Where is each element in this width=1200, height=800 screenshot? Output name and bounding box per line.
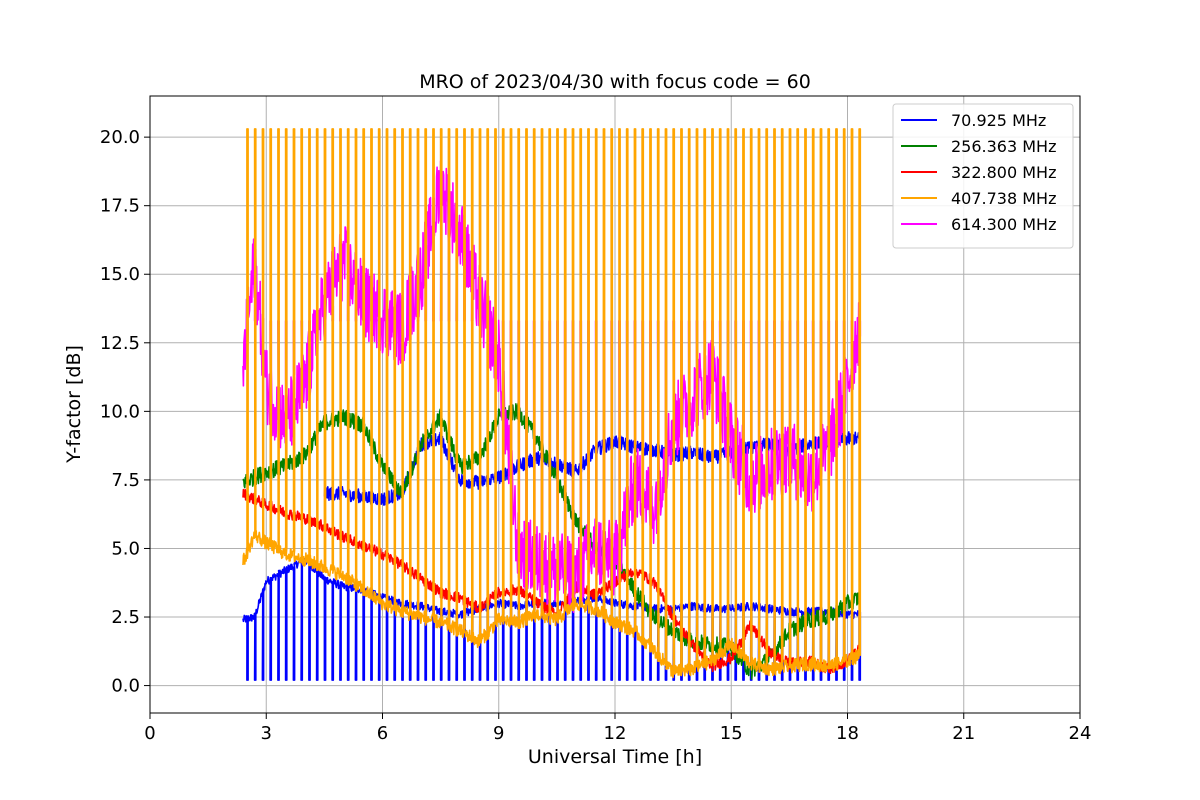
x-tick-label: 3 <box>261 723 272 744</box>
legend: 70.925 MHz 256.363 MHz 322.800 MHz 407.738 … <box>892 103 1074 249</box>
x-tick-label: 9 <box>493 723 504 744</box>
plot-area <box>242 128 862 681</box>
y-tick-label: 12.5 <box>100 333 140 354</box>
legend-label: 322.800 MHz <box>951 163 1056 182</box>
chart-title: MRO of 2023/04/30 with focus code = 60 <box>419 71 811 93</box>
y-tick-label: 0.0 <box>111 676 140 697</box>
y-tick-label: 7.5 <box>111 470 140 491</box>
y-tick-label: 15.0 <box>100 264 140 285</box>
legend-label: 614.300 MHz <box>951 215 1056 234</box>
legend-label: 70.925 MHz <box>951 111 1046 130</box>
y-tick-label: 20.0 <box>100 127 140 148</box>
y-tick-label: 5.0 <box>111 538 140 559</box>
x-axis-ticks: 0 3 6 9 12 15 18 21 24 <box>144 713 1091 744</box>
y-axis-label: Y-factor [dB] <box>63 345 85 464</box>
legend-label: 407.738 MHz <box>951 189 1056 208</box>
x-tick-label: 18 <box>836 723 859 744</box>
x-tick-label: 21 <box>952 723 975 744</box>
y-tick-label: 17.5 <box>100 196 140 217</box>
x-tick-label: 12 <box>604 723 627 744</box>
x-tick-label: 24 <box>1069 723 1092 744</box>
x-tick-label: 6 <box>377 723 388 744</box>
y-tick-label: 2.5 <box>111 607 140 628</box>
x-tick-label: 15 <box>720 723 743 744</box>
y-axis-ticks: 0.0 2.5 5.0 7.5 10.0 12.5 15.0 17.5 20.0 <box>100 127 150 697</box>
y-tick-label: 10.0 <box>100 401 140 422</box>
legend-box <box>892 103 1074 249</box>
series-line-407-738-mhz <box>242 128 862 679</box>
legend-label: 256.363 MHz <box>951 137 1056 156</box>
x-tick-label: 0 <box>144 723 155 744</box>
x-axis-label: Universal Time [h] <box>528 746 702 768</box>
